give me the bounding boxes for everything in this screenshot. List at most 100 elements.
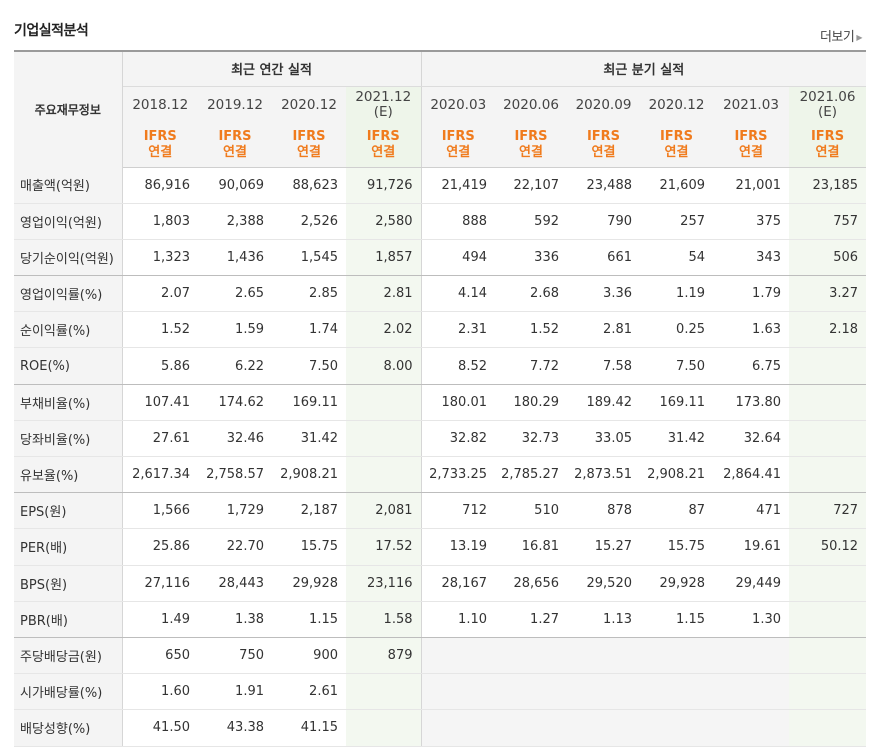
row-label: ROE(%) <box>14 347 123 385</box>
section-title: 기업실적분석 <box>14 23 89 39</box>
table-row: 주당배당금(원) 650 750 900 879 <box>14 637 867 675</box>
table-row: ROE(%) 5.86 6.22 7.50 8.00 8.52 7.72 7.58 7.50 6.… <box>14 347 867 385</box>
table-cell: 22.70 <box>198 528 272 566</box>
table-cell: 900 <box>272 637 346 675</box>
table-cell <box>789 709 867 747</box>
table-cell <box>421 709 495 747</box>
table-cell <box>789 420 867 458</box>
period-label: 2021.12 <box>355 88 412 105</box>
table-row: 매출액(억원) 86,916 90,069 88,623 91,726 21,419 22,… <box>14 167 867 204</box>
period-header: 2020.12 <box>640 86 713 123</box>
table-cell: 21,001 <box>713 167 789 204</box>
table-cell: 2,908.21 <box>272 456 346 494</box>
period-header: 2021.03 <box>713 86 789 123</box>
table-cell: 180.01 <box>421 384 495 421</box>
table-cell: 1.59 <box>198 311 272 349</box>
row-label: PER(배) <box>14 528 123 566</box>
table-cell: 2.02 <box>346 311 422 349</box>
table-cell: 33.05 <box>567 420 640 458</box>
table-cell: 1.15 <box>640 601 713 638</box>
table-cell: 41.15 <box>272 709 346 747</box>
table-cell: 29,449 <box>713 565 789 602</box>
consolidated-label: 연결 <box>371 144 396 160</box>
table-cell: 2.68 <box>495 275 567 313</box>
consolidated-label: 연결 <box>297 144 321 160</box>
ifrs-badge: IFRS 연결 <box>198 123 272 168</box>
table-cell: 107.41 <box>122 384 198 421</box>
table-cell: 2.65 <box>198 275 272 313</box>
table-cell: 757 <box>789 203 867 240</box>
table-cell: 2.18 <box>789 311 867 349</box>
period-label: 2021.06 <box>799 88 856 105</box>
table-cell: 15.27 <box>567 528 640 566</box>
table-cell: 6.22 <box>198 347 272 385</box>
table-cell: 17.52 <box>346 528 422 566</box>
ifrs-badge: IFRS 연결 <box>567 123 640 168</box>
consolidated-label: 연결 <box>223 144 247 160</box>
table-cell: 2.81 <box>346 275 422 313</box>
table-cell: 169.11 <box>272 384 346 421</box>
ifrs-badge: IFRS 연결 <box>272 123 346 168</box>
row-label: 주당배당금(원) <box>14 637 123 675</box>
table-cell: 28,443 <box>198 565 272 602</box>
table-cell: 6.75 <box>713 347 789 385</box>
table-cell: 1.79 <box>713 275 789 313</box>
table-cell <box>640 709 713 747</box>
estimate-mark: (E) <box>373 103 393 120</box>
table-cell <box>567 709 640 747</box>
table-cell: 2,580 <box>346 203 422 240</box>
consolidated-label: 연결 <box>591 144 616 160</box>
table-cell: 31.42 <box>272 420 346 458</box>
table-cell <box>713 673 789 711</box>
table-cell: 1,436 <box>198 239 272 277</box>
period-label: 2020.03 <box>430 96 487 113</box>
table-cell: 257 <box>640 203 713 240</box>
table-cell: 2,785.27 <box>495 456 567 494</box>
table-cell: 169.11 <box>640 384 713 421</box>
more-link[interactable]: 더보기 ▶ <box>820 26 863 45</box>
table-cell: 29,928 <box>640 565 713 602</box>
period-header: 2020.12 <box>272 86 346 123</box>
table-cell <box>789 565 867 602</box>
table-row: 배당성향(%) 41.50 43.38 41.15 <box>14 709 867 747</box>
table-cell: 50.12 <box>789 528 867 566</box>
table-row: 시가배당률(%) 1.60 1.91 2.61 <box>14 673 867 711</box>
row-label: 매출액(억원) <box>14 167 123 204</box>
table-row: 부채비율(%) 107.41 174.62 169.11 180.01 180.29 189… <box>14 384 867 421</box>
table-cell: 375 <box>713 203 789 240</box>
table-cell: 1,803 <box>122 203 198 240</box>
ifrs-badge: IFRS 연결 <box>713 123 789 168</box>
period-label: 2020.09 <box>575 96 632 113</box>
financial-table: 주요재무정보 최근 연간 실적 최근 분기 실적 2018.12 2019.12 2… <box>14 50 867 747</box>
table-cell: 750 <box>198 637 272 675</box>
table-cell: 2,864.41 <box>713 456 789 494</box>
period-header: 2021.06 (E) <box>789 86 867 123</box>
ifrs-label: IFRS <box>810 128 845 144</box>
table-cell: 15.75 <box>640 528 713 566</box>
table-cell: 888 <box>421 203 495 240</box>
table-cell <box>567 673 640 711</box>
row-label: 부채비율(%) <box>14 384 123 421</box>
table-cell <box>421 637 495 675</box>
table-cell <box>640 637 713 675</box>
chevron-right-icon: ▶ <box>856 33 862 42</box>
table-cell: 27,116 <box>122 565 198 602</box>
table-cell: 43.38 <box>198 709 272 747</box>
table-cell: 23,185 <box>789 167 867 204</box>
table-cell: 8.52 <box>421 347 495 385</box>
table-cell <box>346 709 422 747</box>
row-label: 영업이익(억원) <box>14 203 123 240</box>
table-cell: 1.52 <box>495 311 567 349</box>
table-cell <box>789 384 867 421</box>
table-cell: 16.81 <box>495 528 567 566</box>
period-header: 2020.09 <box>567 86 640 123</box>
consolidated-label: 연결 <box>446 144 471 160</box>
table-cell <box>346 420 422 458</box>
row-label: 영업이익률(%) <box>14 275 123 313</box>
table-cell: 1.91 <box>198 673 272 711</box>
period-header: 2018.12 <box>122 86 198 123</box>
table-cell: 1,545 <box>272 239 346 277</box>
table-cell: 0.25 <box>640 311 713 349</box>
table-cell: 13.19 <box>421 528 495 566</box>
table-cell: 1,566 <box>122 492 198 530</box>
